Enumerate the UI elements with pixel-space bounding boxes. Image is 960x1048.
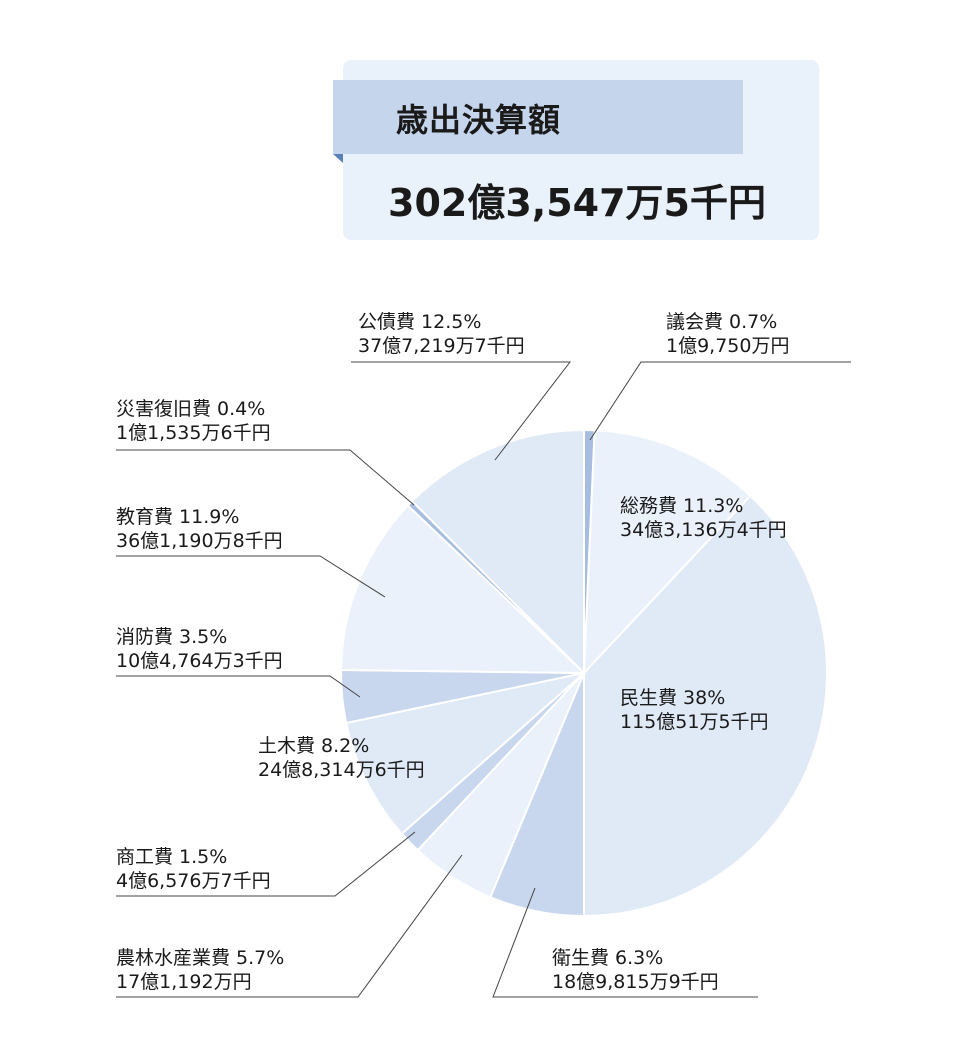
slice-label-5: 農林水産業費 5.7% 17億1,192万円 <box>116 946 284 994</box>
slice-label-amount: 1億9,750万円 <box>666 335 790 357</box>
slice-label-name: 議会費 0.7% <box>666 311 778 333</box>
slice-label-4: 衛生費 6.3% 18億9,815万9千円 <box>552 946 719 994</box>
slice-label-name: 土木費 8.2% <box>258 735 370 757</box>
leader-line-5 <box>116 854 463 998</box>
slice-label-11: 公債費 12.5% 37億7,219万7千円 <box>358 310 525 358</box>
leader-line-6 <box>116 831 416 897</box>
slice-label-amount: 10億4,764万3千円 <box>116 650 283 672</box>
slice-label-amount: 4億6,576万7千円 <box>116 870 271 892</box>
chart-title: 歳出決算額 <box>396 101 562 139</box>
slice-label-name: 総務費 11.3% <box>620 495 744 517</box>
leader-line-8 <box>116 675 361 698</box>
leader-line-10 <box>116 449 415 506</box>
pie-slice-2 <box>582 429 752 676</box>
slice-label-amount: 18億9,815万9千円 <box>552 971 719 993</box>
total-amount: 302億3,547万5千円 <box>388 181 766 225</box>
leader-line-4 <box>492 887 758 998</box>
slice-label-name: 公債費 12.5% <box>358 311 482 333</box>
slice-label-name: 商工費 1.5% <box>116 846 228 868</box>
leader-line-11 <box>351 361 572 461</box>
slice-label-name: 民生費 38% <box>620 687 726 709</box>
slice-label-amount: 1億1,535万6千円 <box>116 422 271 444</box>
title-band <box>333 80 743 154</box>
slice-label-amount: 17億1,192万円 <box>116 971 252 993</box>
slice-label-1: 議会費 0.7% 1億9,750万円 <box>666 310 789 358</box>
slice-label-name: 衛生費 6.3% <box>552 947 664 969</box>
pie-slice-3 <box>583 494 828 918</box>
slice-label-3: 民生費 38% 115億51万5千円 <box>620 686 769 734</box>
title-ribbon-fold <box>333 154 343 163</box>
slice-label-amount: 115億51万5千円 <box>620 711 769 733</box>
slice-label-amount: 34億3,136万4千円 <box>620 519 787 541</box>
slice-label-7: 土木費 8.2% 24億8,314万6千円 <box>258 734 425 782</box>
pie-slice-7 <box>345 671 588 836</box>
slice-label-amount: 24億8,314万6千円 <box>258 759 425 781</box>
slice-label-6: 商工費 1.5% 4億6,576万7千円 <box>116 845 271 893</box>
pie-slice-11 <box>410 428 585 676</box>
slice-label-8: 消防費 3.5% 10億4,764万3千円 <box>116 625 283 673</box>
slice-label-name: 災害復旧費 0.4% <box>116 398 266 420</box>
slice-label-2: 総務費 11.3% 34億3,136万4千円 <box>620 494 787 542</box>
slice-label-amount: 36億1,190万8千円 <box>116 530 283 552</box>
slice-label-name: 消防費 3.5% <box>116 626 228 648</box>
pie-slice-9 <box>340 504 587 675</box>
slice-label-10: 災害復旧費 0.4% 1億1,535万6千円 <box>116 397 271 445</box>
slice-label-name: 教育費 11.9% <box>116 506 240 528</box>
leader-line-9 <box>116 555 386 598</box>
slice-label-amount: 37億7,219万7千円 <box>358 335 525 357</box>
slice-label-name: 農林水産業費 5.7% <box>116 947 285 969</box>
slice-label-9: 教育費 11.9% 36億1,190万8千円 <box>116 505 283 553</box>
leader-line-1 <box>589 361 851 441</box>
